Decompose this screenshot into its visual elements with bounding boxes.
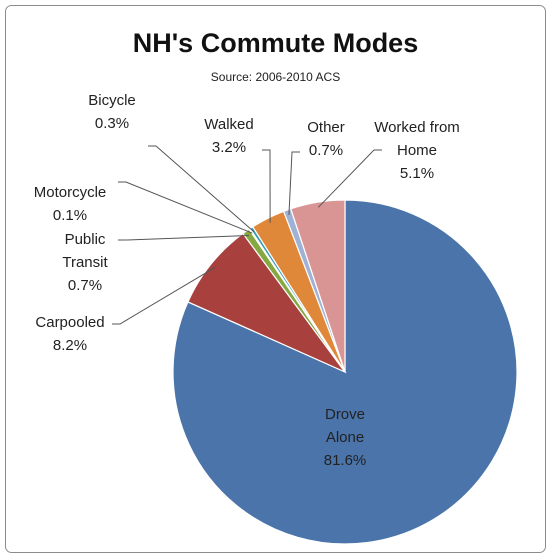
leader-line: [118, 181, 253, 234]
slice-value-label: 5.1%: [399, 165, 435, 182]
slice-value-label: 0.1%: [52, 207, 88, 224]
slice-value-label: 81.6%: [323, 452, 367, 469]
leader-line: [288, 151, 300, 215]
slice-label: Walked: [204, 116, 254, 133]
slice-label: Drove Alone: [324, 406, 365, 446]
leader-line: [112, 266, 216, 325]
pie-slice: [290, 199, 346, 373]
slice-label: Bicycle: [88, 92, 136, 109]
leader-line: [262, 149, 271, 223]
slice-label: Carpooled: [35, 314, 105, 331]
leader-line: [148, 145, 255, 233]
leader-line: [317, 149, 382, 208]
chart-subtitle: Source: 2006-2010 ACS: [210, 70, 341, 84]
slice-value-label: 3.2%: [211, 139, 247, 156]
chart-title: NH's Commute Modes: [132, 28, 419, 58]
slice-label: Motorcycle: [33, 184, 107, 201]
slice-value-label: 0.7%: [308, 142, 344, 159]
slice-value-label: 8.2%: [52, 337, 88, 354]
slice-value-label: 0.3%: [94, 115, 130, 132]
slice-value-label: 0.7%: [67, 277, 103, 294]
leader-line: [118, 235, 250, 241]
slice-label: Worked from Home: [374, 119, 460, 159]
pie-slice: [187, 232, 347, 374]
slice-label: Other: [307, 119, 345, 136]
slice-label: Public Transit: [62, 231, 108, 271]
